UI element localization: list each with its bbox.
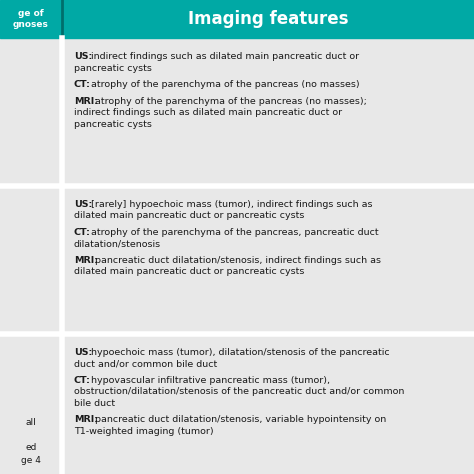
Text: atrophy of the parenchyma of the pancreas, pancreatic duct: atrophy of the parenchyma of the pancrea…	[88, 228, 378, 237]
Text: pancreatic cysts: pancreatic cysts	[74, 119, 152, 128]
Text: MRI:: MRI:	[74, 97, 98, 106]
Text: pancreatic duct dilatation/stenosis, indirect findings such as: pancreatic duct dilatation/stenosis, ind…	[92, 256, 382, 265]
Text: Imaging features: Imaging features	[188, 10, 348, 28]
Bar	[0, 38, 474, 186]
Text: T1-weighted imaging (tumor): T1-weighted imaging (tumor)	[74, 427, 214, 436]
Text: MRI:: MRI:	[74, 416, 98, 425]
Text: dilated main pancreatic duct or pancreatic cysts: dilated main pancreatic duct or pancreat…	[74, 267, 304, 276]
Text: CT:: CT:	[74, 80, 91, 89]
Text: hypovascular infiltrative pancreatic mass (tumor),: hypovascular infiltrative pancreatic mas…	[88, 376, 330, 385]
Bar	[0, 0, 474, 38]
Text: MRI:: MRI:	[74, 256, 98, 265]
Text: [rarely] hypoechoic mass (tumor), indirect findings such as: [rarely] hypoechoic mass (tumor), indire…	[88, 200, 372, 209]
Text: CT:: CT:	[74, 376, 91, 385]
Text: US:: US:	[74, 348, 92, 357]
Text: pancreatic cysts: pancreatic cysts	[74, 64, 152, 73]
Text: atrophy of the parenchyma of the pancreas (no masses);: atrophy of the parenchyma of the pancrea…	[92, 97, 367, 106]
Text: obstruction/dilatation/stenosis of the pancreatic duct and/or common: obstruction/dilatation/stenosis of the p…	[74, 388, 404, 396]
Text: US:: US:	[74, 52, 92, 61]
Text: pancreatic duct dilatation/stenosis, variable hypointensity on: pancreatic duct dilatation/stenosis, var…	[92, 416, 387, 425]
Text: hypoechoic mass (tumor), dilatation/stenosis of the pancreatic: hypoechoic mass (tumor), dilatation/sten…	[88, 348, 390, 357]
Text: all

ed
ge 4: all ed ge 4	[21, 418, 41, 465]
Text: bile duct: bile duct	[74, 399, 115, 408]
Text: ge of
gnoses: ge of gnoses	[13, 9, 49, 29]
Text: duct and/or common bile duct: duct and/or common bile duct	[74, 359, 217, 368]
Text: dilatation/stenosis: dilatation/stenosis	[74, 239, 161, 248]
Bar	[0, 334, 474, 474]
Text: CT:: CT:	[74, 228, 91, 237]
Text: US:: US:	[74, 200, 92, 209]
Text: indirect findings such as dilated main pancreatic duct or: indirect findings such as dilated main p…	[74, 108, 342, 117]
Bar	[0, 186, 474, 334]
Text: indirect findings such as dilated main pancreatic duct or: indirect findings such as dilated main p…	[88, 52, 359, 61]
Text: atrophy of the parenchyma of the pancreas (no masses): atrophy of the parenchyma of the pancrea…	[88, 80, 359, 89]
Text: dilated main pancreatic duct or pancreatic cysts: dilated main pancreatic duct or pancreat…	[74, 211, 304, 220]
